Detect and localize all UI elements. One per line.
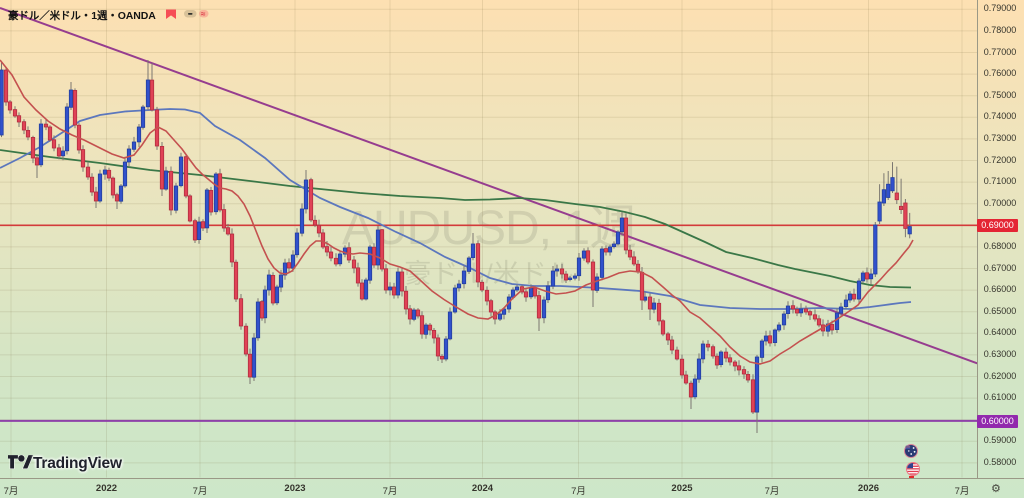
- svg-text:≈: ≈: [201, 10, 206, 19]
